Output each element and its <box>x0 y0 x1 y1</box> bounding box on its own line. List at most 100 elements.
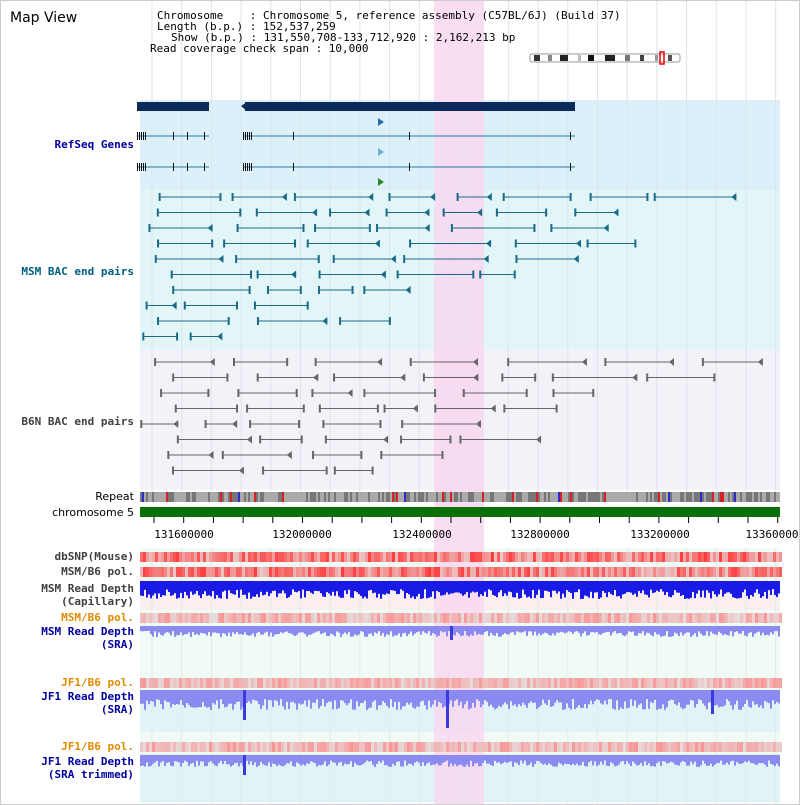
repeat-element <box>528 492 530 502</box>
repeat-element <box>716 492 718 502</box>
polymorphism-cell <box>776 552 779 562</box>
polymorphism-cell <box>686 567 689 577</box>
polymorphism-cell <box>323 742 326 752</box>
polymorphism-cell <box>341 678 344 688</box>
polymorphism-cell <box>269 742 272 752</box>
polymorphism-cell <box>671 742 674 752</box>
track-label-refseq[interactable]: RefSeq Genes <box>54 138 134 151</box>
read-depth-bar <box>472 626 474 636</box>
track-label-jf1-depth[interactable]: JF1 Read Depth <box>41 690 134 703</box>
read-depth-bar <box>318 755 320 765</box>
read-depth-bar <box>536 626 538 636</box>
read-depth-bar <box>738 581 740 599</box>
read-depth-bar <box>740 626 742 634</box>
polymorphism-cell <box>578 552 581 562</box>
polymorphism-cell <box>617 567 620 577</box>
polymorphism-cell <box>584 678 587 688</box>
repeat-element <box>476 492 478 502</box>
read-depth-bar <box>480 581 482 595</box>
read-depth-bar <box>250 755 252 762</box>
polymorphism-cell <box>362 678 365 688</box>
polymorphism-cell <box>464 567 467 577</box>
track-label-jf1-trim[interactable]: JF1 Read Depth <box>41 755 134 768</box>
read-depth-bar <box>320 755 322 766</box>
track-label-msm-depth-cap[interactable]: MSM Read Depth <box>41 582 134 595</box>
polymorphism-cell <box>764 742 767 752</box>
polymorphism-cell <box>164 678 167 688</box>
read-depth-bar <box>406 690 408 703</box>
axis-tick-label: 132400000 <box>392 528 452 541</box>
read-depth-bar <box>276 690 278 702</box>
repeat-element <box>672 492 674 502</box>
read-depth-bar <box>390 626 392 632</box>
repeat-element <box>448 492 450 502</box>
track-label-dbsnp[interactable]: dbSNP(Mouse) <box>54 550 134 563</box>
polymorphism-cell <box>422 567 425 577</box>
read-depth-bar <box>764 690 766 701</box>
read-depth-bar <box>476 581 478 592</box>
read-depth-bar <box>262 755 264 765</box>
read-depth-bar <box>288 690 290 710</box>
repeat-element <box>174 492 176 502</box>
read-depth-bar <box>268 690 270 701</box>
read-depth-bar <box>180 690 182 701</box>
repeat-element <box>362 492 364 502</box>
polymorphism-cell <box>746 613 749 623</box>
b6n-bac-pair-end <box>380 451 383 459</box>
read-depth-bar <box>184 690 186 708</box>
track-label-msm-pol[interactable]: MSM/B6 pol. <box>61 565 134 578</box>
b6n-bac-pair-end <box>236 404 239 413</box>
read-depth-bar <box>634 626 636 636</box>
track-label-msm-depth-sra[interactable]: MSM Read Depth <box>41 625 134 638</box>
read-depth-bar <box>498 690 500 706</box>
read-depth-bar <box>612 626 614 633</box>
read-depth-bar <box>218 581 220 598</box>
b6n-bac-pair-end <box>333 373 336 382</box>
track-label-jf1-pol[interactable]: JF1/B6 pol. <box>61 676 134 689</box>
read-depth-bar <box>168 581 170 592</box>
track-label-msm-bac[interactable]: MSM BAC end pairs <box>21 265 134 278</box>
b6n-bac-pair-end <box>286 358 289 366</box>
read-depth-bar <box>208 755 210 763</box>
exon <box>137 163 138 171</box>
read-depth-bar <box>632 626 634 632</box>
repeat-element <box>316 492 318 502</box>
polymorphism-cell <box>428 613 431 623</box>
polymorphism-cell <box>218 613 221 623</box>
read-depth-bar <box>232 626 234 633</box>
read-depth-bar <box>744 626 746 636</box>
track-label-jf1-pol-trim[interactable]: JF1/B6 pol. <box>61 740 134 753</box>
read-depth-bar <box>522 755 524 764</box>
repeat-element <box>556 492 558 502</box>
read-depth-bar <box>690 690 692 700</box>
read-depth-bar <box>690 581 692 598</box>
read-depth-bar <box>640 581 642 594</box>
read-depth-bar <box>268 755 270 763</box>
read-depth-bar <box>274 755 276 765</box>
read-depth-bar <box>754 626 756 634</box>
msm-bac-pair-end <box>256 270 259 279</box>
read-depth-bar <box>300 626 302 633</box>
read-depth-bar <box>716 690 718 705</box>
polymorphism-cell <box>518 613 521 623</box>
exon <box>251 163 252 171</box>
read-depth-bar <box>512 626 514 633</box>
repeat-element <box>704 492 706 502</box>
polymorphism-cell <box>524 678 527 688</box>
track-label-b6n-bac[interactable]: B6N BAC end pairs <box>21 415 134 428</box>
read-depth-bar <box>526 755 528 766</box>
polymorphism-cell <box>683 567 686 577</box>
polymorphism-cell <box>647 613 650 623</box>
polymorphism-cell <box>218 567 221 577</box>
track-label-repeat[interactable]: Repeat <box>95 490 134 503</box>
repeat-element <box>204 492 206 502</box>
read-depth-bar <box>672 581 674 596</box>
read-depth-bar <box>670 626 672 637</box>
track-label-msm-pol-sra[interactable]: MSM/B6 pol. <box>61 611 134 624</box>
ideogram-band <box>655 55 658 61</box>
polymorphism-cell <box>584 567 587 577</box>
read-depth-bar <box>210 581 212 597</box>
polymorphism-cell <box>728 678 731 688</box>
read-depth-bar <box>768 755 770 761</box>
